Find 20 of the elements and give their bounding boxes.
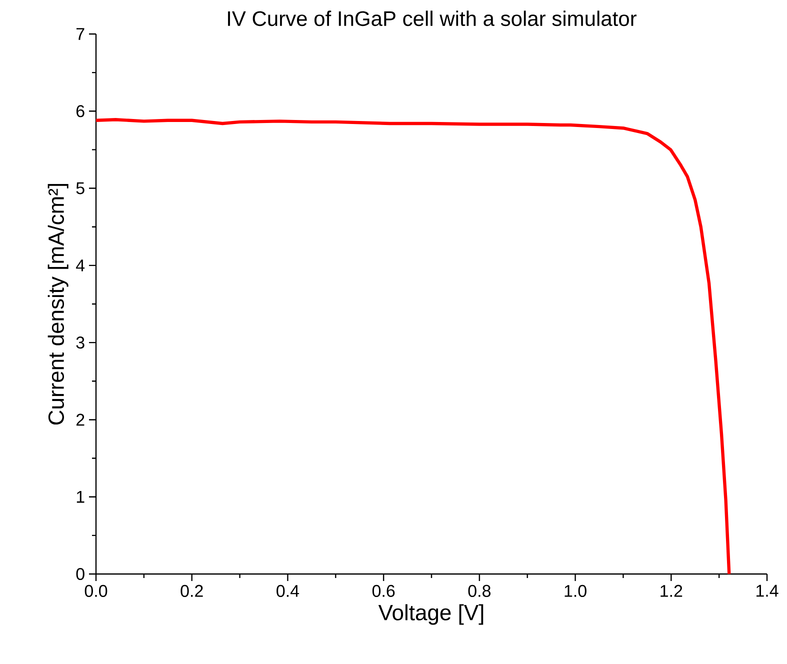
y-tick-label: 0: [76, 568, 84, 580]
x-tick-label: 0.8: [468, 584, 491, 597]
chart-title: IV Curve of InGaP cell with a solar simulator: [228, 10, 637, 26]
y-tick-label: 6: [76, 105, 84, 118]
x-tick-label: 1.2: [660, 584, 682, 597]
y-tick-label: 5: [76, 182, 84, 194]
line-series: [96, 118, 731, 574]
y-tick-label: 1: [76, 491, 84, 503]
x-tick-label: 0.4: [276, 584, 300, 597]
y-tick-label: 7: [76, 28, 84, 40]
x-tick-label: 0.0: [84, 584, 108, 597]
x-axis-title: Voltage [V]: [378, 604, 484, 625]
x-tick-label: 1.0: [564, 584, 586, 597]
y-tick-label: 3: [76, 336, 84, 349]
x-tick-label: 0.6: [372, 584, 395, 597]
y-axis-title: Current density [mA/cm²]: [48, 184, 68, 425]
y-tick-label: 4: [76, 260, 85, 272]
y-tick-label: 2: [76, 414, 84, 426]
x-tick-label: 0.2: [180, 584, 203, 597]
x-tick-label: 1.4: [756, 584, 778, 597]
